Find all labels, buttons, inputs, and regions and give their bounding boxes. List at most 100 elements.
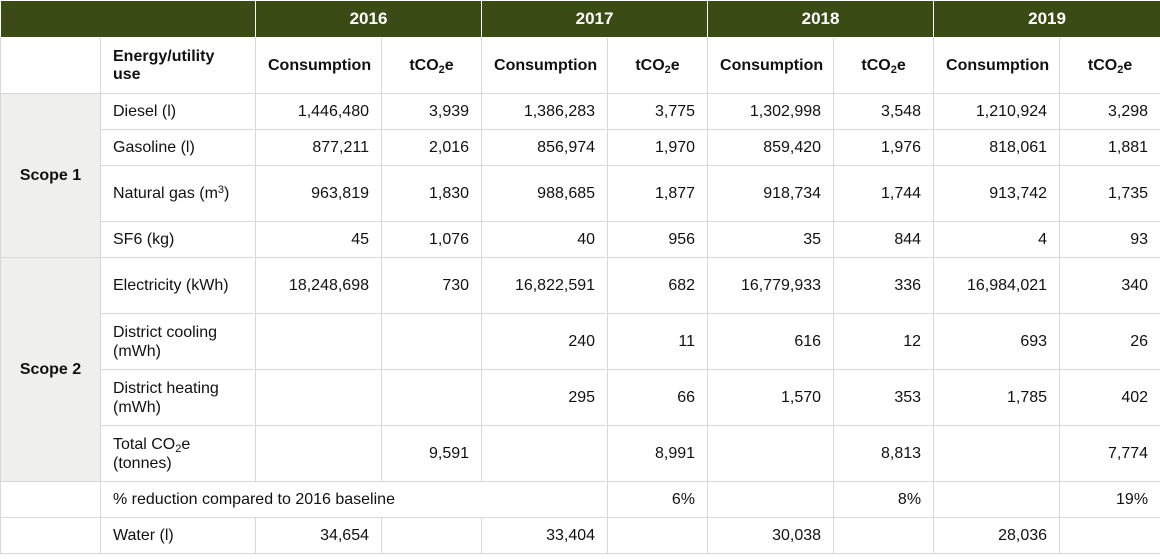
table-cell [380, 313, 483, 370]
year-header-2018: 2018 [707, 0, 935, 38]
table-cell: 295 [481, 369, 609, 426]
table-row-district-cooling: District cooling (mWh) 240 11 616 12 693 … [1, 313, 1160, 370]
table-cell: 240 [481, 313, 609, 370]
table-cell: 859,420 [707, 129, 835, 166]
table-cell: 3,548 [833, 93, 935, 130]
table-cell [833, 517, 935, 554]
year-header-2017: 2017 [481, 0, 709, 38]
table-cell: 3,939 [380, 93, 483, 130]
table-cell: 45 [255, 221, 382, 258]
table-cell: 1,881 [1059, 129, 1160, 166]
table-cell: 7,774 [1059, 425, 1160, 482]
table-row-diesel: Scope 1 Diesel (l) 1,446,480 3,939 1,386… [0, 93, 1160, 258]
header-corner [0, 0, 256, 38]
table-cell: 4 [933, 221, 1061, 258]
table-cell: 693 [933, 313, 1061, 370]
table-cell: 9,591 [380, 425, 483, 482]
table-row-sf6: SF6 (kg) 45 1,076 40 956 35 844 4 93 [1, 221, 1160, 258]
table-cell: 1,735 [1059, 165, 1160, 222]
table-row-electricity: Scope 2 Electricity (kWh) 18,248,698 730… [0, 257, 1160, 482]
table-cell [0, 517, 101, 554]
table-cell: 918,734 [707, 165, 835, 222]
table-row-total: Total CO2e (tonnes) 9,591 8,991 8,813 7,7… [1, 425, 1160, 482]
row-label: Diesel (l) [100, 93, 256, 130]
table-cell: 877,211 [255, 129, 382, 166]
table-cell: 1,877 [607, 165, 709, 222]
table-cell: 6% [607, 481, 709, 518]
table-cell: 19% [1059, 481, 1160, 518]
row-label: % reduction compared to 2016 baseline [99, 481, 609, 518]
table-cell: 956 [607, 221, 709, 258]
table-cell: 1,785 [933, 369, 1061, 426]
scope-1-label: Scope 1 [0, 93, 101, 258]
table-cell: 402 [1059, 369, 1160, 426]
table-cell: 1,970 [607, 129, 709, 166]
table-cell: 16,822,591 [481, 257, 609, 314]
row-label: Water (l) [100, 517, 256, 554]
table-cell: 8,991 [607, 425, 709, 482]
column-header-tco2e: tCO2e [380, 37, 483, 94]
table-cell [1059, 517, 1160, 554]
table-cell: 33,404 [481, 517, 609, 554]
year-header-2019: 2019 [933, 0, 1160, 38]
table-cell: 12 [833, 313, 935, 370]
table-cell: 856,974 [481, 129, 609, 166]
table-cell: 913,742 [933, 165, 1061, 222]
row-label: District heating (mWh) [100, 369, 256, 426]
table-cell: 35 [707, 221, 835, 258]
column-header-consumption: Consumption [481, 37, 609, 94]
table-cell: 30,038 [707, 517, 835, 554]
table-cell: 26 [1059, 313, 1160, 370]
table-cell [707, 425, 835, 482]
year-header-2016: 2016 [254, 0, 483, 38]
table-row-gasoline: Gasoline (l) 877,211 2,016 856,974 1,970… [1, 129, 1160, 166]
column-header-consumption: Consumption [255, 37, 382, 94]
table-cell: 11 [607, 313, 709, 370]
table-cell: 3,298 [1059, 93, 1160, 130]
table-row-natural-gas: Natural gas (m3) 963,819 1,830 988,685 1… [1, 165, 1160, 222]
table-cell [481, 425, 609, 482]
table-row-reduction: % reduction compared to 2016 baseline 6%… [0, 481, 1160, 518]
table-row-district-heating: District heating (mWh) 295 66 1,570 353 1… [1, 369, 1160, 426]
table-cell: 340 [1059, 257, 1160, 314]
table-cell [380, 369, 483, 426]
table-cell: 682 [607, 257, 709, 314]
row-label: Electricity (kWh) [100, 257, 256, 314]
table-cell: 988,685 [481, 165, 609, 222]
row-label: SF6 (kg) [100, 221, 256, 258]
column-header-tco2e: tCO2e [833, 37, 935, 94]
column-header-row: Energy/utility use Consumption tCO2e Con… [0, 37, 1160, 94]
table-cell: 616 [707, 313, 835, 370]
row-label: District cooling (mWh) [100, 313, 256, 370]
table-cell [255, 313, 382, 370]
table-cell: 66 [607, 369, 709, 426]
table-cell [0, 481, 101, 518]
column-header-tco2e: tCO2e [607, 37, 709, 94]
table-cell: 28,036 [933, 517, 1061, 554]
table-cell: 353 [833, 369, 935, 426]
table-cell: 844 [833, 221, 935, 258]
table-cell: 1,076 [380, 221, 483, 258]
table-cell: 2,016 [380, 129, 483, 166]
table-cell: 963,819 [255, 165, 382, 222]
column-header-energy-use: Energy/utility use [100, 37, 256, 94]
column-header-consumption: Consumption [933, 37, 1061, 94]
table-cell: 818,061 [933, 129, 1061, 166]
table-cell [933, 425, 1061, 482]
row-label: Natural gas (m3) [100, 165, 256, 222]
table-cell [933, 481, 1061, 518]
table-cell [255, 369, 382, 426]
table-cell: 3,775 [607, 93, 709, 130]
row-label: Gasoline (l) [100, 129, 256, 166]
table-cell: 336 [833, 257, 935, 314]
table-cell: 16,984,021 [933, 257, 1061, 314]
table-cell: 93 [1059, 221, 1160, 258]
table-cell: 1,210,924 [933, 93, 1061, 130]
column-header-consumption: Consumption [707, 37, 835, 94]
table-cell: 1,976 [833, 129, 935, 166]
table-cell: 8,813 [833, 425, 935, 482]
year-header-row: 2016 2017 2018 2019 [0, 0, 1160, 38]
table-cell [707, 481, 835, 518]
table-cell: 18,248,698 [255, 257, 382, 314]
